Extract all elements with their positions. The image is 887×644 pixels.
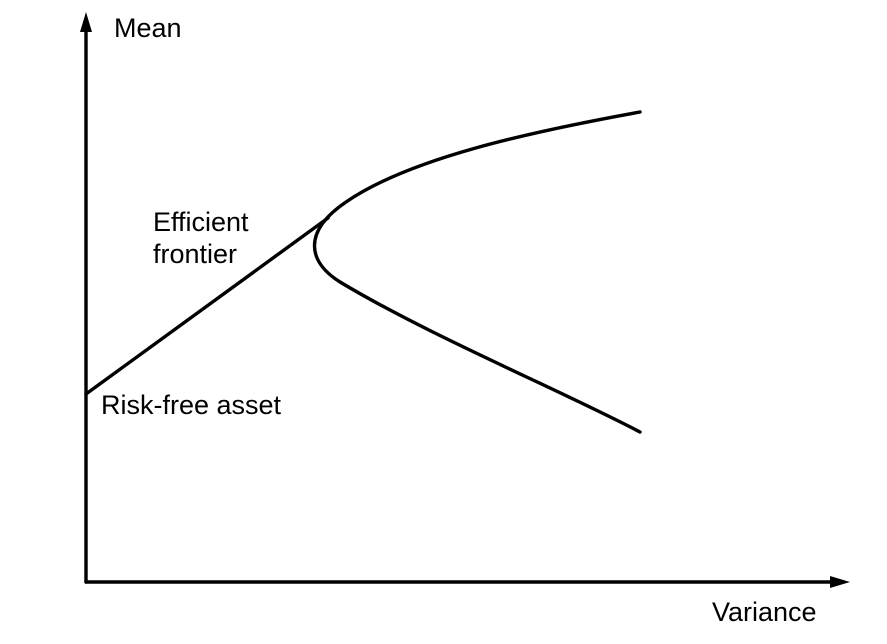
x-axis-label: Variance	[712, 597, 817, 627]
y-axis-arrowhead	[80, 12, 92, 32]
y-axis-label: Mean	[114, 13, 182, 43]
efficient-frontier-label-line1: Efficient	[153, 207, 249, 237]
minimum-variance-frontier-curve	[312, 110, 642, 434]
risk-free-asset-label: Risk-free asset	[101, 390, 282, 420]
x-axis-arrowhead	[830, 576, 850, 588]
efficient-frontier-label-line2: frontier	[153, 239, 237, 269]
efficient-frontier-line	[84, 216, 330, 396]
